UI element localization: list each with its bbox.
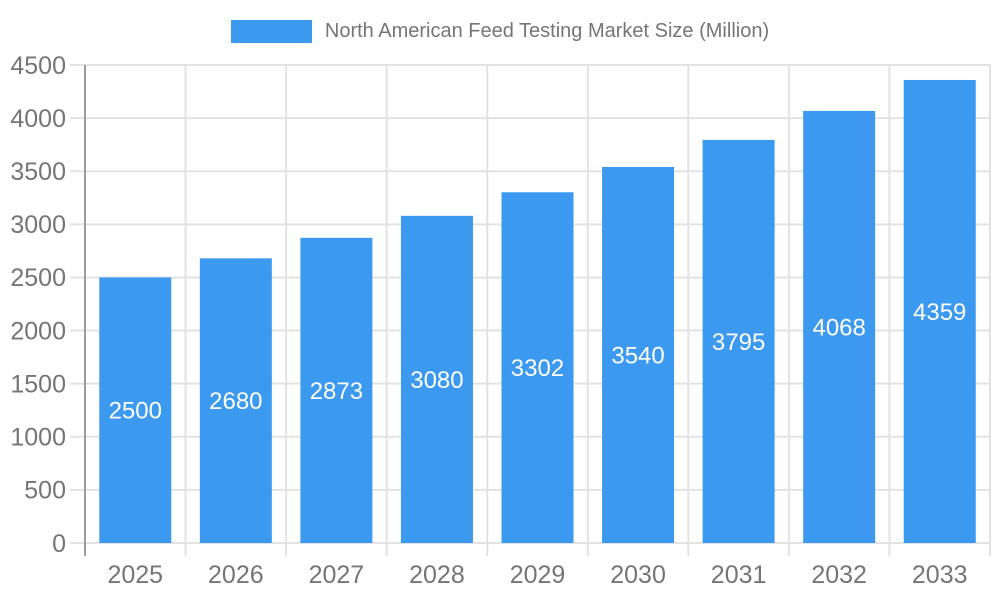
y-axis-label: 2500 [10, 264, 66, 292]
bar-2029[interactable] [501, 192, 574, 544]
legend-label: North American Feed Testing Market Size … [324, 20, 770, 42]
bar-value-label: 3080 [410, 367, 463, 394]
bar-value-label: 2500 [109, 398, 162, 425]
bar-value-label: 4359 [913, 299, 966, 326]
y-axis-label: 2000 [10, 317, 66, 345]
bar-value-label: 3795 [712, 329, 765, 356]
bar-2025[interactable] [99, 277, 172, 543]
bar-2030[interactable] [602, 166, 675, 543]
bar-2027[interactable] [300, 237, 373, 544]
x-axis-label: 2026 [208, 561, 264, 589]
bar-2033[interactable] [903, 79, 976, 544]
x-axis-label: 2029 [510, 561, 566, 589]
y-axis-label: 1500 [10, 370, 66, 398]
x-axis-label: 2031 [711, 561, 767, 589]
legend[interactable]: North American Feed Testing Market Size … [0, 10, 1000, 53]
y-axis-label: 3500 [10, 158, 66, 186]
bar-value-label: 2680 [209, 388, 262, 415]
y-axis-label: 1000 [10, 424, 66, 452]
bar-2032[interactable] [803, 110, 876, 543]
x-axis-label: 2030 [610, 561, 666, 589]
x-axis-label: 2032 [811, 561, 867, 589]
y-axis-label: 3000 [10, 211, 66, 239]
legend-swatch [230, 20, 312, 43]
bar-2026[interactable] [199, 258, 272, 543]
x-axis-label: 2027 [309, 561, 365, 589]
bar-value-label: 2873 [310, 378, 363, 405]
y-axis-label: 4000 [10, 105, 66, 133]
bar-2031[interactable] [702, 139, 775, 544]
y-axis-label: 4500 [10, 52, 66, 80]
y-axis-label: 0 [52, 530, 66, 558]
y-axis-label: 500 [24, 477, 66, 505]
bar-2028[interactable] [400, 215, 473, 543]
bar-value-label: 3540 [611, 342, 664, 369]
x-axis-label: 2033 [912, 561, 968, 589]
bar-value-label: 3302 [511, 355, 564, 382]
x-axis-label: 2025 [107, 561, 163, 589]
bar-value-label: 4068 [812, 314, 865, 341]
x-axis-label: 2028 [409, 561, 465, 589]
